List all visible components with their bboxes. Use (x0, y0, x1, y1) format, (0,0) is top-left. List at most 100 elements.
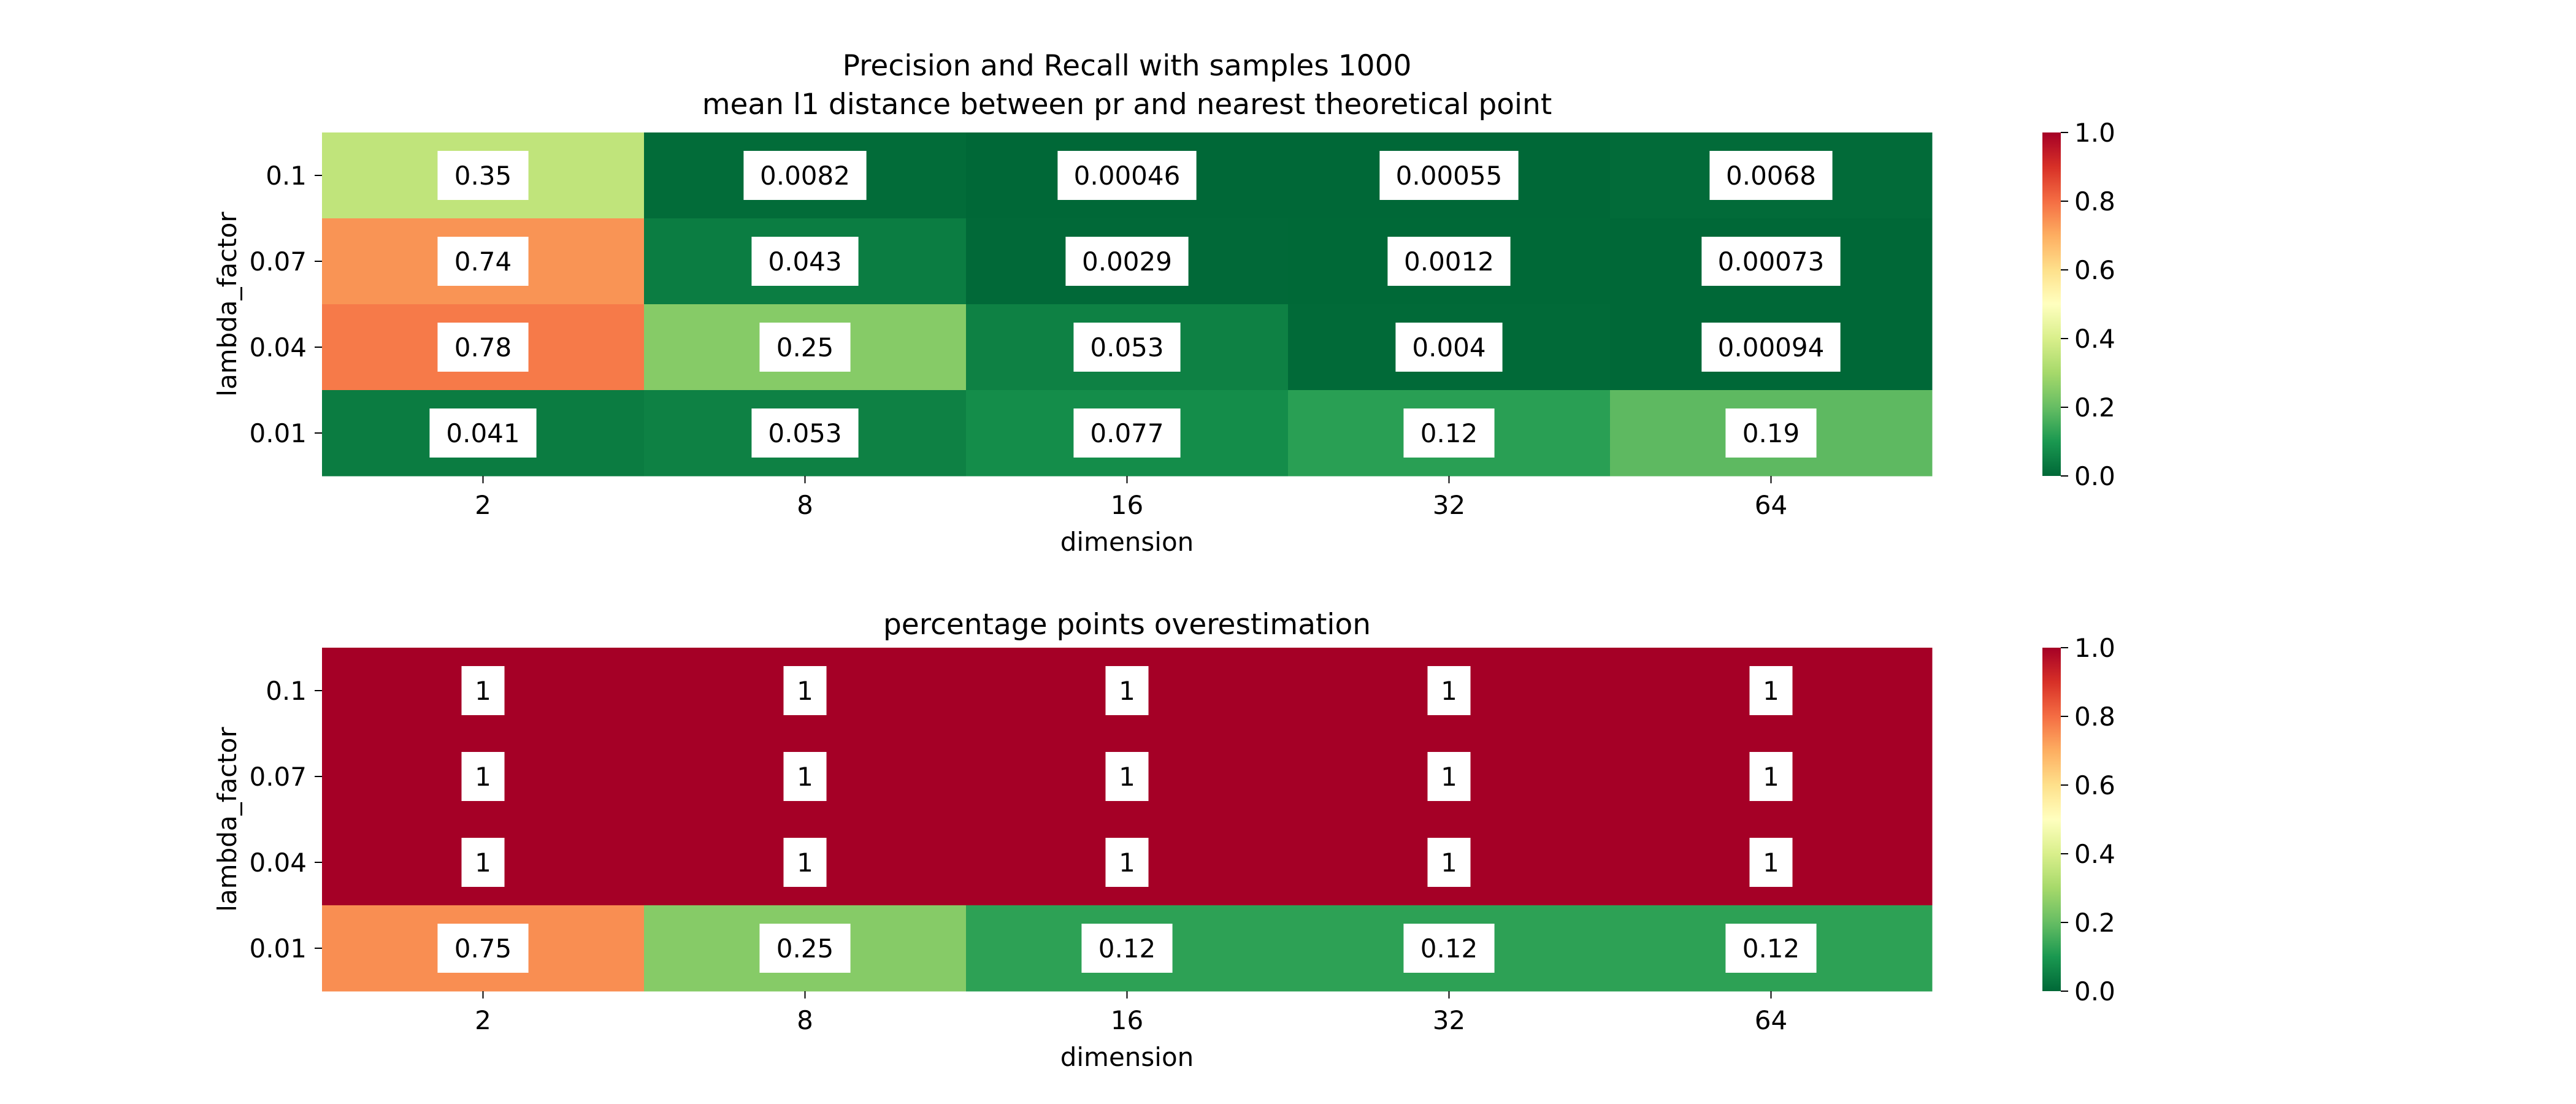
annotation-box (1403, 924, 1495, 973)
cell-value-label: 0.077 (1090, 418, 1163, 448)
y-axis-label: lambda_factor (212, 212, 242, 397)
annotation-box (1427, 752, 1471, 801)
cell-value-label: 0.053 (1090, 332, 1163, 362)
annotation-box (437, 323, 529, 372)
cell-value-label: 1 (1763, 848, 1779, 878)
x-tick-label: 2 (475, 490, 491, 520)
cell-value-label: 1 (797, 848, 813, 878)
heatmap-1: Precision and Recall with samples 1000 me… (212, 49, 2115, 557)
cell-value-label: 0.00094 (1718, 332, 1825, 362)
annotation-box (1749, 666, 1793, 715)
cell-value-label: 0.12 (1420, 933, 1478, 964)
cell-value-label: 0.25 (776, 332, 834, 362)
x-tick-label: 8 (797, 490, 813, 520)
annotation-box (1073, 323, 1181, 372)
annotation-box (1081, 924, 1173, 973)
cell-value-label: 0.00073 (1718, 247, 1825, 277)
x-tick-label: 16 (1111, 1005, 1143, 1035)
annotation-box (751, 237, 859, 286)
cell-value-label: 0.0082 (760, 161, 850, 191)
annotation-box (1105, 752, 1149, 801)
annotation-box (1403, 408, 1495, 458)
cell-value-label: 1 (797, 676, 813, 706)
annotation-box (1105, 838, 1149, 887)
annotation-box (1395, 323, 1503, 372)
colorbar: 0.0 0.2 0.4 0.6 0.8 1.0 (2042, 633, 2115, 1006)
annotation-box (1065, 237, 1189, 286)
cell-value-label: 0.0029 (1082, 247, 1172, 277)
cell-value-label: 0.041 (446, 418, 519, 448)
x-tick-label: 2 (475, 1005, 491, 1035)
y-tick-label: 0.07 (249, 247, 307, 277)
cell-value-label: 0.12 (1420, 418, 1478, 448)
annotation-box (429, 408, 537, 458)
annotation-box (783, 666, 827, 715)
cell-value-label: 0.0068 (1726, 161, 1816, 191)
x-tick-label: 64 (1755, 490, 1787, 520)
colorbar-tick-label: 0.0 (2074, 976, 2115, 1006)
x-tick-label: 32 (1433, 490, 1465, 520)
chart-title: Precision and Recall with samples 1000 (843, 49, 1412, 83)
annotation-box (461, 666, 505, 715)
chart-title: percentage points overestimation (883, 608, 1371, 642)
annotation-box (1749, 838, 1793, 887)
colorbar-tick-label: 0.2 (2074, 908, 2115, 938)
chart-subtitle: mean l1 distance between pr and nearest … (702, 88, 1552, 121)
x-axis-label: dimension (1060, 1042, 1194, 1072)
colorbar: 0.0 0.2 0.4 0.6 0.8 1.0 (2042, 118, 2115, 491)
colorbar-tick-label: 0.6 (2074, 255, 2115, 285)
colorbar-tick-label: 1.0 (2074, 633, 2115, 663)
annotation-box (1057, 151, 1197, 200)
cell-value-label: 0.19 (1742, 418, 1800, 448)
cell-value-label: 0.004 (1412, 332, 1485, 362)
cell-value-label: 0.0012 (1404, 247, 1494, 277)
y-tick-label: 0.04 (249, 332, 307, 362)
y-axis-label: lambda_factor (212, 727, 242, 912)
annotation-box (1379, 151, 1519, 200)
annotation-box (1701, 237, 1841, 286)
colorbar-tick-label: 0.2 (2074, 393, 2115, 423)
y-tick-label: 0.01 (249, 418, 307, 448)
y-tick-label: 0.1 (266, 161, 307, 191)
cell-value-label: 0.74 (454, 247, 512, 277)
cell-value-label: 1 (475, 848, 491, 878)
cell-value-label: 0.053 (768, 418, 841, 448)
annotation-box (1427, 838, 1471, 887)
annotation-box (1387, 237, 1511, 286)
y-tick-label: 0.01 (249, 933, 307, 964)
annotation-box (437, 151, 529, 200)
annotation-box (759, 924, 851, 973)
colorbar-tick-label: 0.8 (2074, 702, 2115, 732)
cell-value-label: 1 (1119, 848, 1135, 878)
x-tick-label: 64 (1755, 1005, 1787, 1035)
cell-value-label: 1 (1763, 762, 1779, 792)
cell-value-label: 1 (797, 762, 813, 792)
cell-value-label: 0.12 (1742, 933, 1800, 964)
annotation-box (783, 752, 827, 801)
cell-value-label: 0.78 (454, 332, 512, 362)
cell-value-label: 0.12 (1098, 933, 1156, 964)
annotation-box (1073, 408, 1181, 458)
colorbar-tick-label: 0.0 (2074, 461, 2115, 491)
y-tick-label: 0.07 (249, 762, 307, 792)
annotation-box (437, 237, 529, 286)
annotation-box (1749, 752, 1793, 801)
x-axis-label: dimension (1060, 527, 1194, 557)
cell-value-label: 1 (1119, 676, 1135, 706)
colorbar-scale (2042, 648, 2061, 991)
cell-value-label: 0.25 (776, 933, 834, 964)
x-tick-label: 8 (797, 1005, 813, 1035)
cell-value-label: 0.75 (454, 933, 512, 964)
colorbar-tick-label: 0.4 (2074, 839, 2115, 869)
colorbar-scale (2042, 132, 2061, 476)
colorbar-tick-label: 0.8 (2074, 186, 2115, 217)
annotation-box (1105, 666, 1149, 715)
heatmap-2: percentage points overestimation 1 1 1 1 1 1 1 1… (212, 608, 2115, 1072)
annotation-box (751, 408, 859, 458)
y-tick-label: 0.04 (249, 848, 307, 878)
cell-value-label: 0.00046 (1074, 161, 1181, 191)
annotation-box (1709, 151, 1833, 200)
cell-value-label: 1 (475, 762, 491, 792)
x-tick-label: 16 (1111, 490, 1143, 520)
